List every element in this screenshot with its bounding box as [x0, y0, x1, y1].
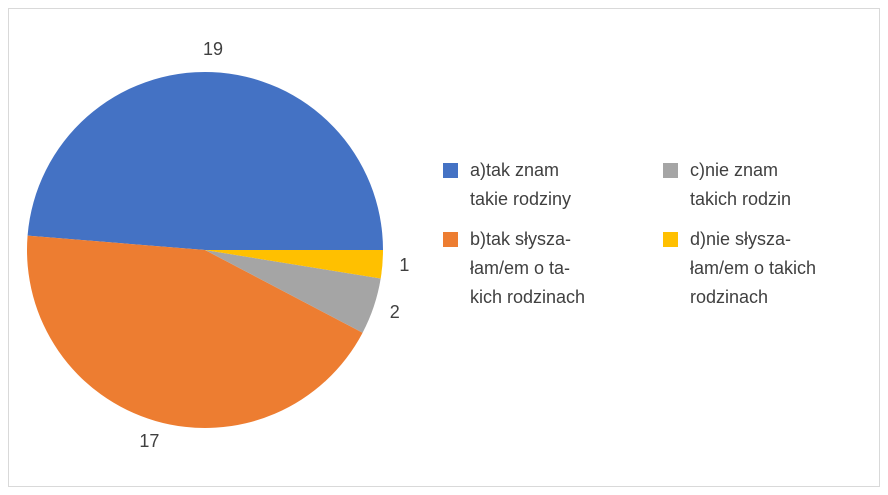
pie-slice [205, 250, 383, 279]
data-label: 1 [399, 255, 409, 275]
pie-slice [205, 250, 381, 333]
legend-label: d)nie słysza- łam/em o takich rodzinach [690, 229, 817, 307]
pie-slice [27, 71, 383, 251]
data-label: 19 [203, 39, 223, 59]
data-label: 17 [139, 431, 159, 451]
legend-label: a)tak znam takie rodziny [470, 160, 572, 209]
legend-swatch [663, 232, 678, 247]
chart-border [8, 8, 880, 487]
legend-swatch [443, 232, 458, 247]
legend-swatch [663, 163, 678, 178]
legend-label: c)nie znam takich rodzin [690, 160, 792, 209]
pie-slice [26, 235, 363, 429]
legend-label: b)tak słysza- łam/em o ta- kich rodzinac… [470, 229, 586, 307]
legend-swatch [443, 163, 458, 178]
data-label: 2 [390, 302, 400, 322]
